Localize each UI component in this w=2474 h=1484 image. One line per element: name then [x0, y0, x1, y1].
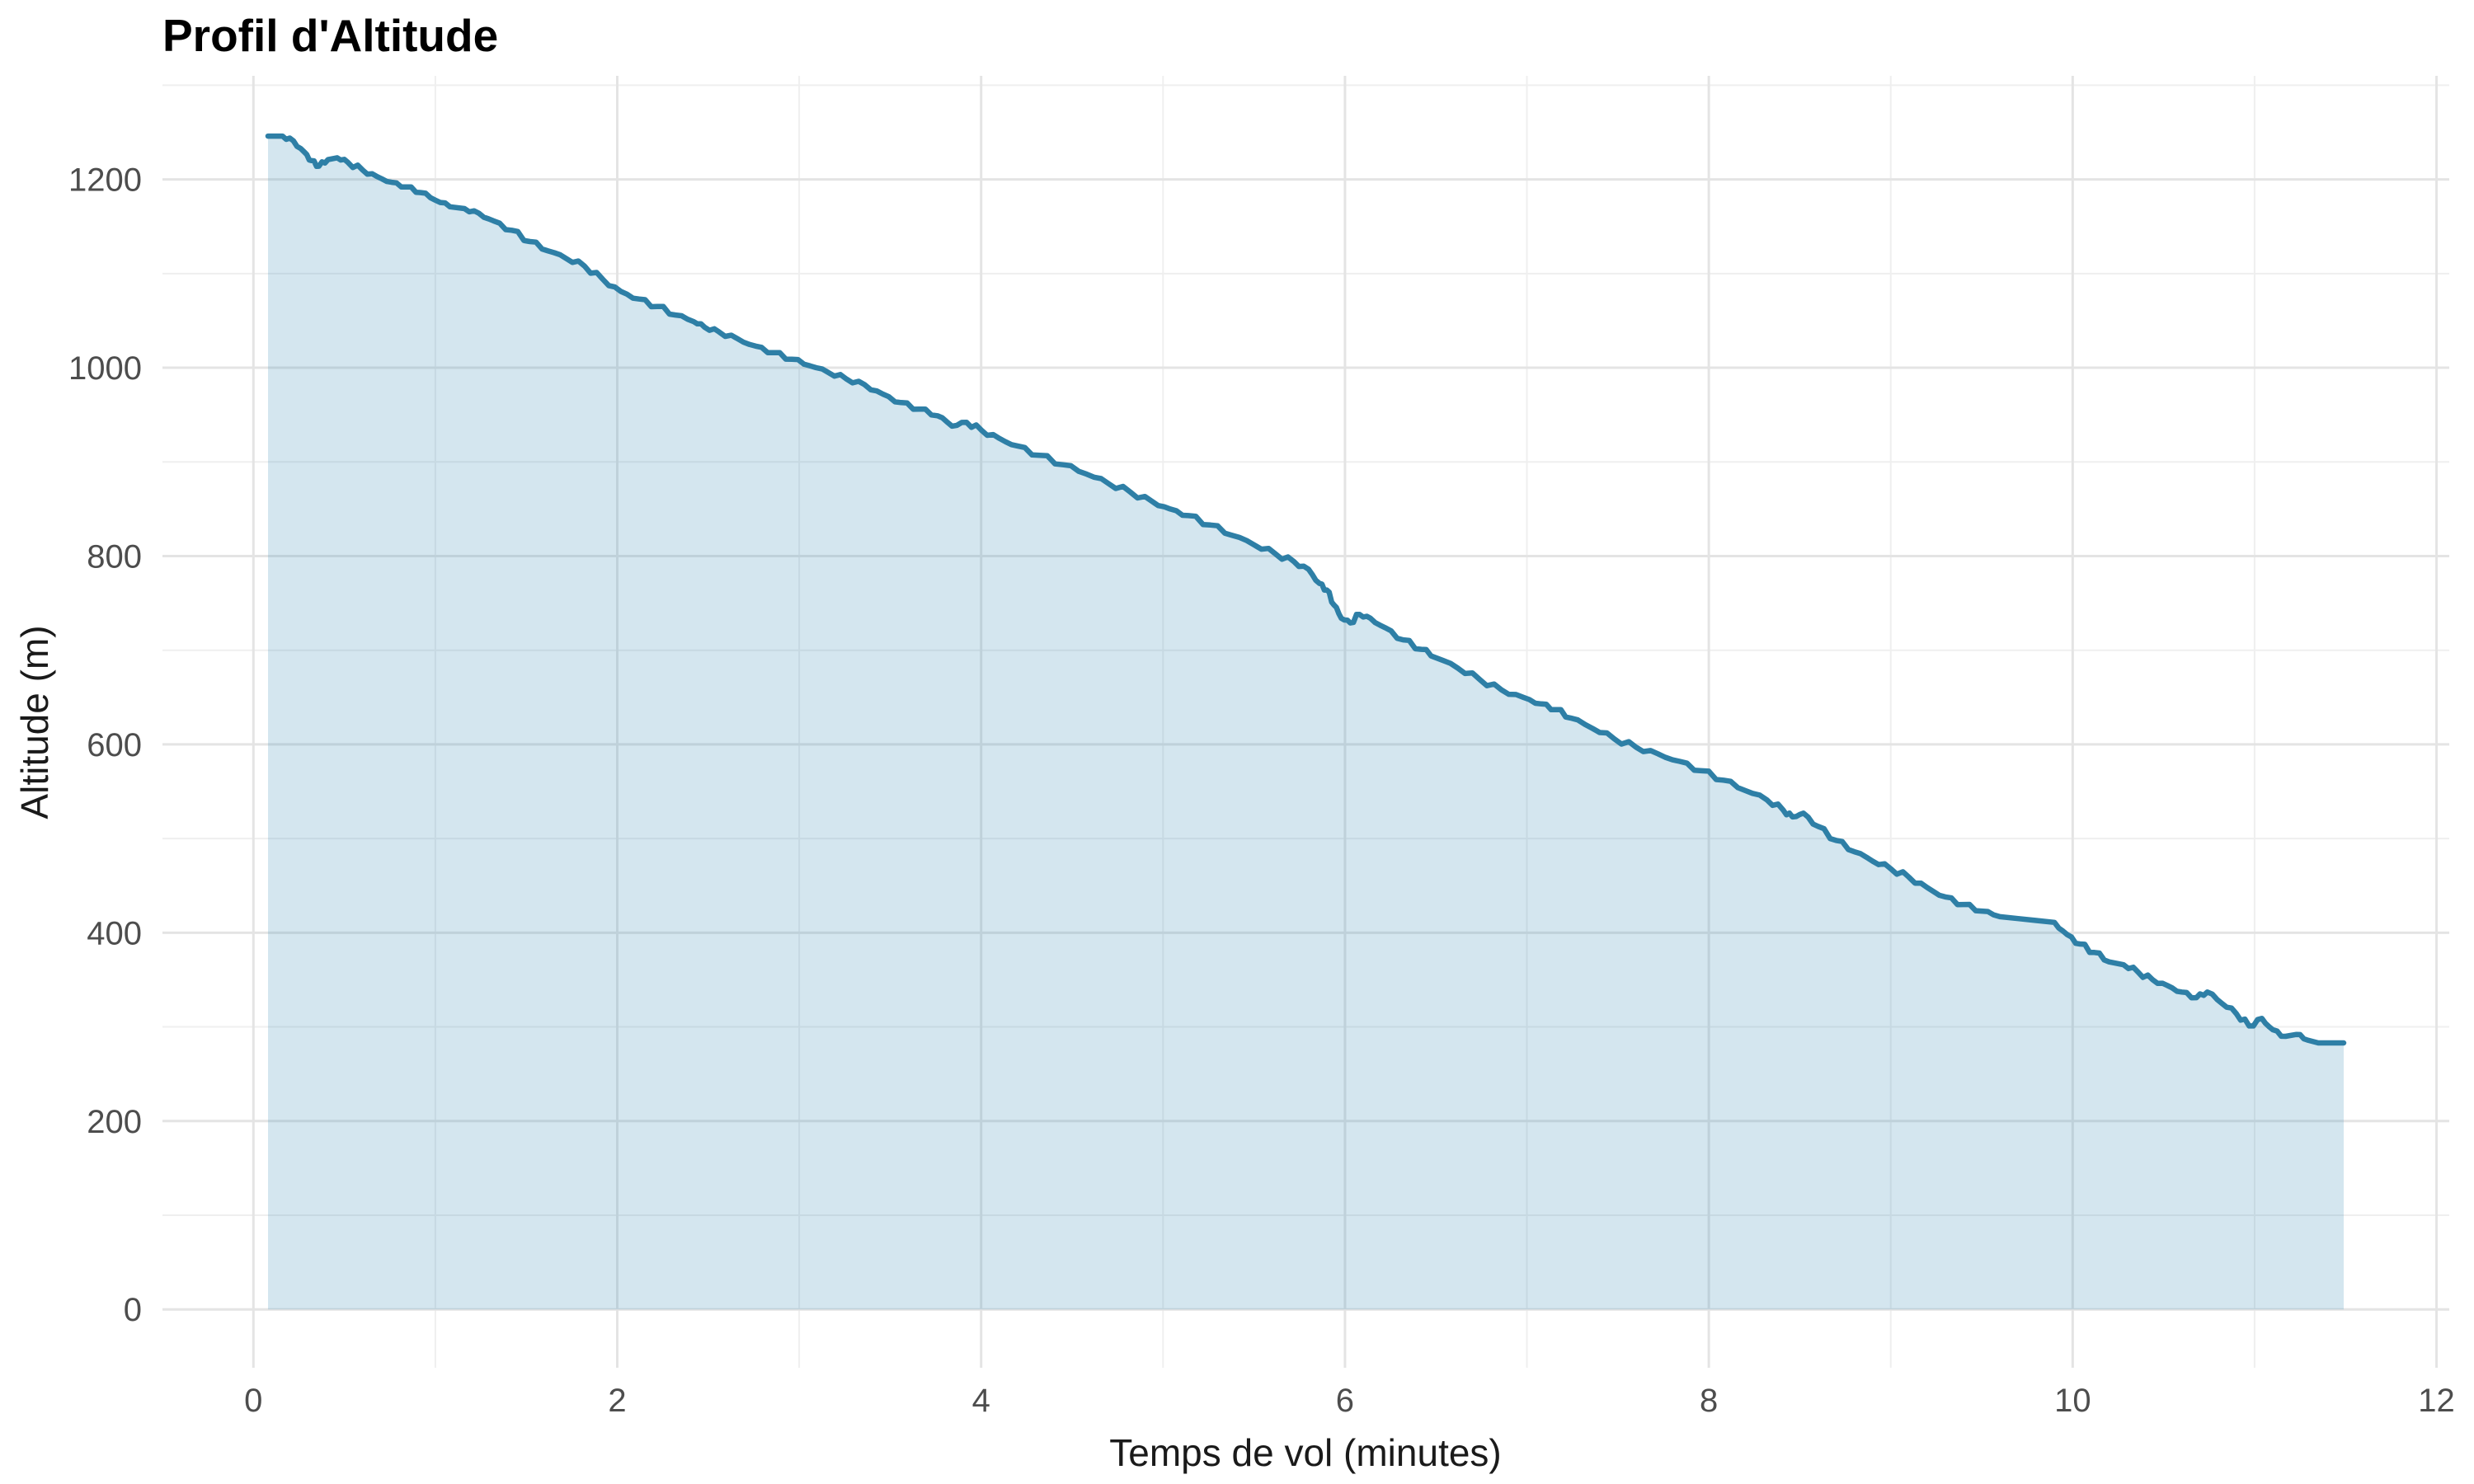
x-tick-label: 8	[1700, 1383, 1718, 1419]
y-axis-tick-labels: 0 200 400 600 800 1000 1200	[68, 162, 142, 1329]
x-tick-label: 2	[608, 1383, 626, 1419]
y-tick-label: 1200	[68, 162, 142, 199]
chart-title: Profil d'Altitude	[162, 10, 498, 61]
altitude-area-fill	[268, 136, 2344, 1310]
y-tick-label: 200	[87, 1104, 142, 1140]
area-fill-path	[268, 136, 2344, 1310]
line-path	[265, 133, 2347, 1046]
x-tick-label: 10	[2054, 1383, 2091, 1419]
altitude-line	[265, 133, 2347, 1046]
x-tick-label: 12	[2418, 1383, 2455, 1419]
x-tick-label: 4	[972, 1383, 990, 1419]
y-tick-label: 600	[87, 727, 142, 763]
x-axis-title: Temps de vol (minutes)	[1109, 1431, 1502, 1474]
major-gridlines	[162, 76, 2449, 1368]
x-tick-label: 6	[1336, 1383, 1354, 1419]
y-tick-label: 400	[87, 915, 142, 951]
y-tick-label: 0	[124, 1292, 142, 1328]
y-tick-label: 1000	[68, 350, 142, 387]
x-tick-label: 0	[244, 1383, 262, 1419]
y-axis-title: Altitude (m)	[13, 625, 56, 819]
minor-gridlines	[162, 76, 2449, 1368]
y-tick-label: 800	[87, 538, 142, 575]
x-axis-tick-labels: 0 2 4 6 8 10 12	[244, 1383, 2455, 1419]
